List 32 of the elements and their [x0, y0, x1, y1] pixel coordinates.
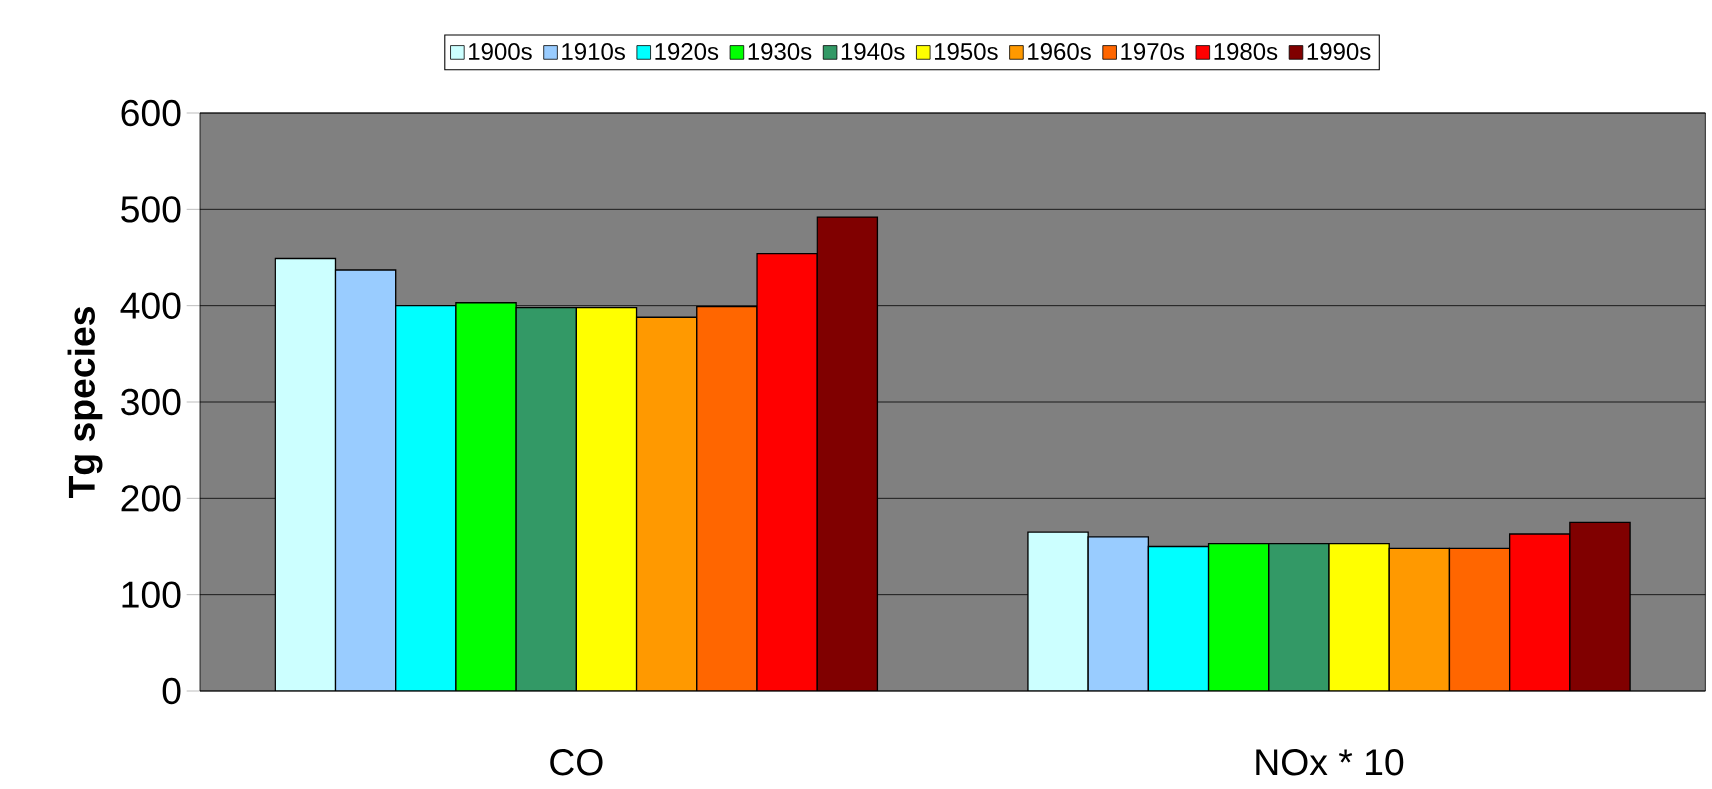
legend-label: 1950s: [934, 43, 998, 61]
y-tick-label: 200: [121, 485, 181, 512]
bar: [696, 305, 758, 691]
bar: [635, 316, 698, 691]
y-axis-title: Tg species: [67, 307, 103, 499]
legend-label: 1900s: [469, 43, 532, 61]
legend-label: 1980s: [1214, 43, 1278, 61]
bar: [455, 302, 517, 691]
y-tick-label: 400: [120, 292, 181, 319]
bar: [1147, 545, 1210, 691]
legend-label: 1930s: [748, 43, 812, 61]
x-tick-label: CO: [550, 749, 603, 776]
legend-label: 1990s: [1307, 43, 1371, 61]
legend-label: 1940s: [841, 43, 905, 61]
bar: [1569, 521, 1631, 691]
legend-label: 1970s: [1121, 43, 1185, 61]
y-tick-label: 100: [122, 581, 181, 608]
bar: [274, 257, 337, 691]
legend-label: 1910s: [562, 43, 625, 61]
legend-label: 1920s: [655, 43, 719, 61]
bar: [1448, 547, 1511, 691]
y-tick-label: 0: [162, 677, 181, 705]
bar: [816, 216, 879, 691]
x-tick-label: NOx * 10: [1256, 749, 1404, 776]
y-tick-label: 300: [121, 388, 181, 416]
bar: [1207, 542, 1270, 691]
y-tick-label: 600: [121, 99, 181, 127]
bar: [395, 305, 457, 691]
y-tick-label: 500: [121, 196, 181, 223]
bar: [1388, 547, 1451, 691]
legend-label: 1960s: [1028, 43, 1091, 61]
bar: [1027, 531, 1089, 691]
